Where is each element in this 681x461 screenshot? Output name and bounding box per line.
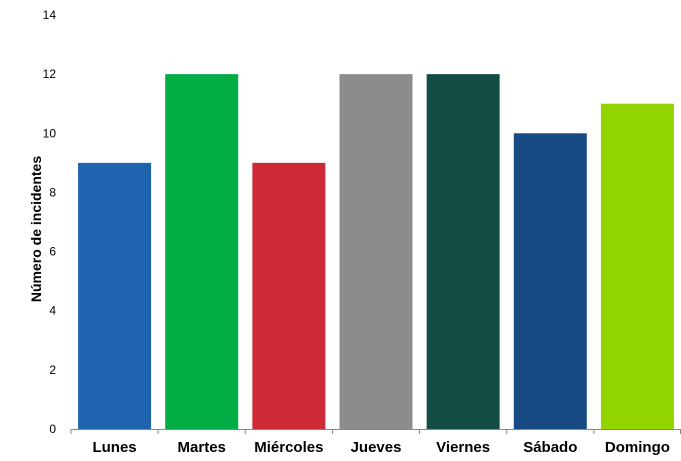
y-axis-title: Número de incidentes [28,156,44,302]
y-tick-label: 0 [49,422,56,436]
bar-jueves [339,74,413,430]
x-tick-label: Lunes [92,439,136,456]
bar-viernes [426,74,500,430]
bar-lunes [78,162,152,429]
y-tick-label: 14 [43,8,57,22]
y-tick-label: 12 [43,67,57,81]
y-tick-label: 4 [49,304,56,318]
y-axis-ticks: 0 2 4 6 8 10 12 14 [43,8,57,436]
bar-miércoles [252,162,326,429]
bar-martes [165,74,239,430]
y-tick-label: 8 [49,185,56,199]
x-tick-label: Viernes [436,439,490,456]
x-tick-label: Martes [178,439,226,456]
y-tick-label: 6 [49,245,56,259]
y-tick-label: 10 [43,126,57,140]
x-tick-label: Sábado [523,439,577,456]
bar-sábado [513,133,587,430]
x-axis-labels: Lunes Martes Miércoles Jueves Viernes Sábado D… [92,439,669,456]
x-tick-label: Domingo [605,439,670,456]
bar-domingo [600,103,674,429]
x-tick-label: Miércoles [254,439,323,456]
y-tick-label: 2 [49,363,56,377]
x-tick-label: Jueves [351,439,402,456]
bars [78,74,674,430]
